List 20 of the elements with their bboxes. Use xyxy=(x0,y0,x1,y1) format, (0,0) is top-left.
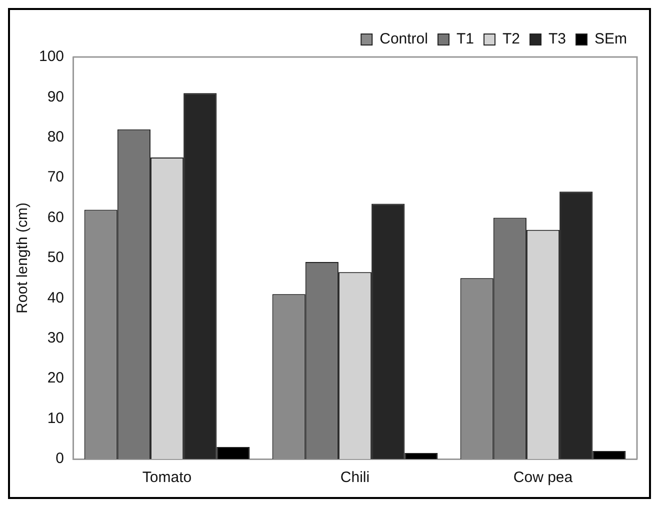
y-tick-label: 50 xyxy=(47,249,64,266)
y-tick-label: 80 xyxy=(47,128,64,146)
y-axis-title: Root length (cm) xyxy=(14,202,32,314)
x-tick-label: Chili xyxy=(340,469,370,486)
y-tick-label: 20 xyxy=(47,370,64,387)
y-tick-label: 40 xyxy=(47,289,64,306)
y-tick-label: 30 xyxy=(47,330,64,347)
y-tick-label: 0 xyxy=(56,450,64,468)
legend-label: Control xyxy=(380,30,428,48)
legend-label: T1 xyxy=(456,30,474,48)
y-tick-label: 100 xyxy=(38,48,64,66)
x-tick-label: Cow pea xyxy=(513,469,574,486)
y-tick-label: 70 xyxy=(47,168,64,186)
x-tick-label: Tomato xyxy=(142,469,192,486)
y-tick-label: 90 xyxy=(47,88,64,106)
y-tick-label: 60 xyxy=(47,208,64,226)
legend-label: T3 xyxy=(548,30,566,48)
y-tick-label: 10 xyxy=(47,410,64,427)
legend-label: T2 xyxy=(502,30,520,48)
legend-label: SEm xyxy=(594,30,628,48)
